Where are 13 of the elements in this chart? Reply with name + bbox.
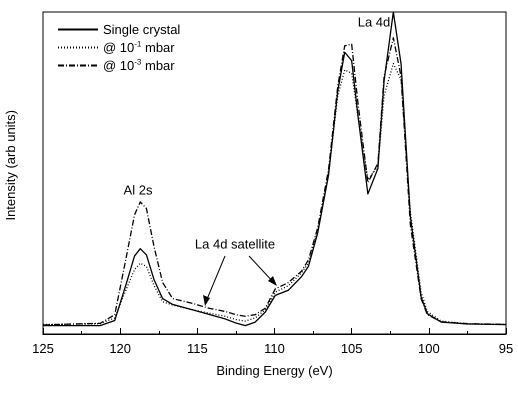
annotation: Al 2s	[124, 182, 153, 198]
x-axis-title: Binding Energy (eV)	[216, 363, 333, 378]
x-tick-label: 115	[186, 341, 208, 356]
y-axis-title: Intensity (arb units)	[3, 110, 18, 221]
x-tick-label: 120	[109, 341, 132, 356]
x-tick-label: 105	[340, 341, 363, 356]
annotation: La 4d	[358, 14, 390, 30]
annotation: La 4d satellite	[194, 236, 276, 252]
x-tick-label: 125	[32, 341, 54, 356]
x-tick-label: 95	[498, 341, 514, 356]
x-tick-label: 100	[418, 341, 440, 356]
legend-label: Single crystal	[103, 22, 180, 37]
x-tick-label: 110	[264, 341, 285, 356]
